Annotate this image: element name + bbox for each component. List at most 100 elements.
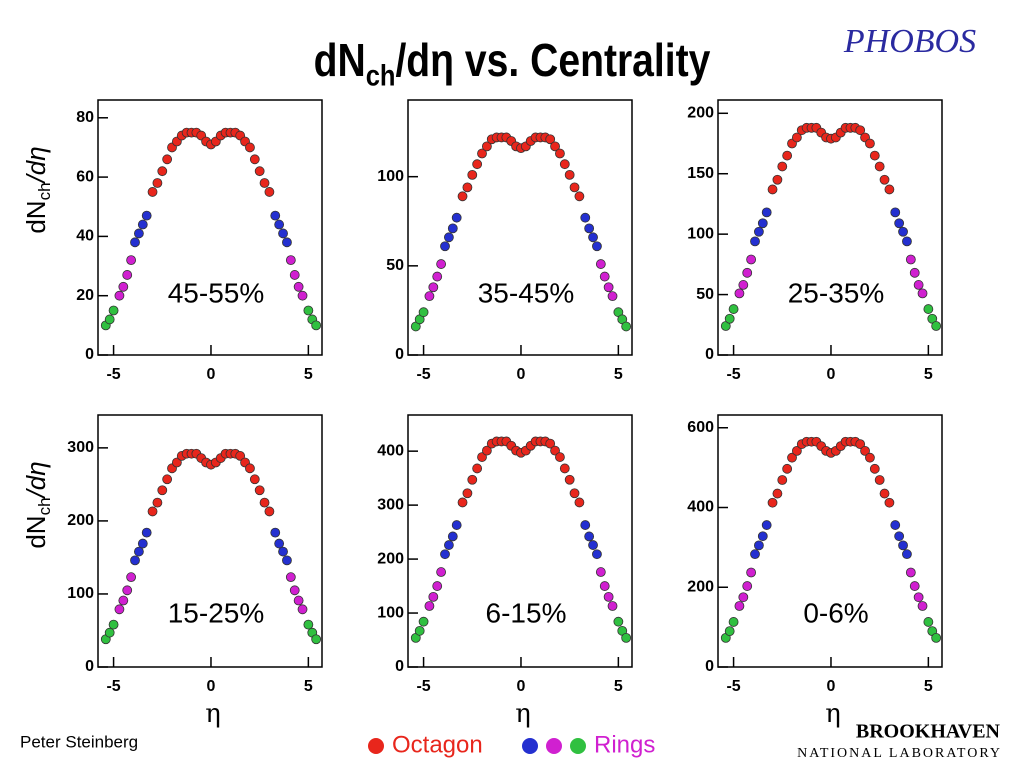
data-point: [457, 497, 468, 508]
data-point: [588, 232, 598, 243]
data-point: [787, 452, 797, 463]
data-point: [289, 270, 300, 280]
data-point: [134, 228, 144, 239]
data-point: [447, 223, 458, 234]
data-point: [902, 236, 912, 247]
data-point: [909, 267, 920, 278]
data-point: [592, 549, 602, 560]
y-label-tail: /dη: [21, 461, 51, 499]
y-tick-label: 0: [705, 658, 714, 675]
title-sub: ch: [366, 59, 396, 92]
data-point: [746, 254, 757, 265]
data-point: [931, 632, 942, 643]
data-point: [909, 581, 920, 591]
data-point: [757, 531, 768, 542]
data-point: [559, 463, 570, 474]
data-point: [462, 488, 473, 499]
data-point: [447, 531, 458, 542]
data-point: [137, 219, 148, 230]
x-tick-label: -5: [726, 678, 740, 695]
data-point: [902, 549, 912, 560]
plot-frame: [97, 99, 323, 356]
x-axis-label: η: [825, 699, 841, 729]
x-axis-label: η: [205, 699, 221, 729]
data-point: [118, 595, 129, 606]
data-point: [122, 270, 133, 280]
data-point: [436, 259, 447, 269]
data-point: [545, 438, 556, 449]
data-point: [588, 540, 598, 550]
x-tick-label: 0: [207, 366, 216, 383]
slide-title: dNch/dη vs. Centrality: [314, 35, 711, 92]
data-point: [724, 626, 735, 637]
data-point: [130, 237, 140, 248]
data-point: [782, 150, 793, 161]
data-point: [724, 313, 735, 324]
y-tick-label: 0: [395, 346, 404, 363]
data-point: [746, 567, 757, 578]
legend-swatch: [546, 738, 562, 754]
data-point: [742, 267, 753, 278]
data-point: [264, 506, 275, 517]
data-point: [126, 572, 137, 583]
data-point: [303, 619, 314, 630]
x-tick-label: 0: [517, 366, 526, 383]
data-point: [580, 212, 591, 223]
data-point: [254, 485, 265, 496]
phobos-logo: PHOBOS: [843, 23, 976, 60]
y-label-main: dN: [21, 200, 51, 233]
data-point: [141, 527, 152, 538]
data-point: [311, 634, 322, 645]
data-point: [865, 452, 875, 463]
data-point: [432, 271, 443, 282]
data-point: [599, 581, 610, 591]
data-point: [569, 488, 580, 499]
data-point: [555, 452, 565, 462]
data-point: [791, 132, 802, 143]
data-point: [754, 226, 764, 237]
data-point: [278, 546, 288, 557]
data-point: [772, 488, 783, 499]
data-point: [913, 592, 924, 603]
x-tick-label: 5: [924, 366, 933, 383]
data-point: [595, 567, 606, 577]
data-point: [890, 207, 901, 218]
data-point: [874, 475, 885, 485]
y-tick-label: 150: [687, 165, 714, 182]
data-point: [555, 148, 565, 159]
data-point: [245, 142, 255, 153]
y-tick-label: 20: [76, 287, 94, 304]
legend: Octagon Rings: [368, 731, 655, 758]
data-point: [894, 531, 905, 542]
data-point: [472, 159, 483, 170]
y-tick-label: 50: [386, 257, 404, 274]
data-point: [754, 540, 764, 551]
data-point: [428, 282, 439, 293]
y-tick-label: 300: [67, 439, 94, 456]
y-tick-label: 50: [696, 286, 714, 303]
data-point: [477, 452, 487, 462]
y-tick-label: 100: [377, 168, 404, 185]
data-point: [297, 290, 308, 301]
y-tick-label: 0: [85, 346, 94, 363]
data-point: [728, 617, 739, 627]
legend-swatch: [522, 738, 538, 754]
data-point: [278, 228, 288, 239]
data-point: [457, 191, 468, 202]
data-point: [869, 463, 880, 474]
data-point: [603, 282, 614, 293]
data-point: [767, 497, 778, 508]
y-tick-label: 40: [76, 228, 94, 245]
data-point: [603, 591, 614, 602]
data-point: [757, 218, 768, 229]
data-point: [905, 567, 916, 578]
plot-frame: [407, 99, 633, 356]
data-point: [424, 291, 435, 302]
data-point: [564, 474, 575, 485]
x-tick-label: -5: [416, 678, 430, 695]
data-point: [274, 219, 285, 230]
data-point: [607, 291, 618, 302]
data-point: [569, 182, 580, 193]
data-point: [750, 549, 760, 560]
data-point: [126, 255, 137, 266]
